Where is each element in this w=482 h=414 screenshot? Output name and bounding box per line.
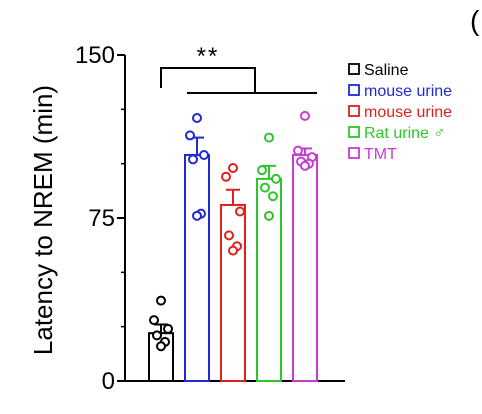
legend-swatch xyxy=(348,63,360,75)
data-point xyxy=(156,295,166,306)
legend-swatch xyxy=(348,105,360,117)
data-point xyxy=(163,323,173,334)
data-point xyxy=(152,330,162,341)
legend: Saline mouse urine mouse urine Rat urine ♂ T… xyxy=(348,62,452,163)
bar-group xyxy=(256,132,282,382)
data-point xyxy=(264,132,274,143)
legend-item: mouse urine xyxy=(348,83,452,100)
legend-item: TMT xyxy=(348,146,397,163)
bars xyxy=(148,110,318,383)
data-point xyxy=(300,110,310,121)
legend-swatch xyxy=(348,126,360,138)
bar xyxy=(256,177,282,382)
data-point xyxy=(224,230,234,241)
legend-label: Rat urine ♂ xyxy=(364,125,445,142)
data-point xyxy=(188,154,198,165)
legend-item: Saline xyxy=(348,62,409,79)
data-point xyxy=(235,206,245,217)
legend-label: TMT xyxy=(364,146,397,163)
data-point xyxy=(300,160,310,171)
data-point xyxy=(228,163,238,174)
bar-group xyxy=(292,110,318,382)
bracket-main xyxy=(160,67,256,93)
significance-bracket: ** xyxy=(160,43,317,94)
data-point xyxy=(257,165,267,176)
data-point xyxy=(221,171,231,182)
bar-group xyxy=(148,295,174,383)
data-point xyxy=(228,245,238,256)
data-point xyxy=(199,149,209,160)
y-tick-label: 75 xyxy=(88,205,115,232)
data-point xyxy=(268,191,278,202)
legend-item: Rat urine ♂ xyxy=(348,125,445,142)
legend-item: mouse urine xyxy=(348,104,452,121)
data-point xyxy=(271,173,281,184)
legend-label: Saline xyxy=(364,62,409,79)
y-tick-label: 0 xyxy=(102,368,115,395)
legend-swatch xyxy=(348,84,360,96)
data-point xyxy=(260,182,270,193)
bar-group xyxy=(220,163,246,382)
data-point xyxy=(156,341,166,352)
significance-label: ** xyxy=(197,43,220,70)
data-point xyxy=(293,145,303,156)
data-point xyxy=(264,210,274,221)
data-point xyxy=(192,210,202,221)
legend-label: mouse urine xyxy=(364,83,452,100)
data-point xyxy=(149,315,159,326)
legend-label: mouse urine xyxy=(364,104,452,121)
page-edge-glyph: ( xyxy=(470,5,480,36)
bar xyxy=(292,153,318,382)
bar-group xyxy=(184,113,210,382)
legend-swatch xyxy=(348,147,360,159)
y-axis-title: Latency to NREM (min) xyxy=(28,85,58,355)
y-tick-label: 150 xyxy=(75,42,115,69)
data-point xyxy=(185,130,195,141)
data-point xyxy=(192,113,202,124)
bar xyxy=(184,153,210,382)
bar xyxy=(220,203,246,382)
